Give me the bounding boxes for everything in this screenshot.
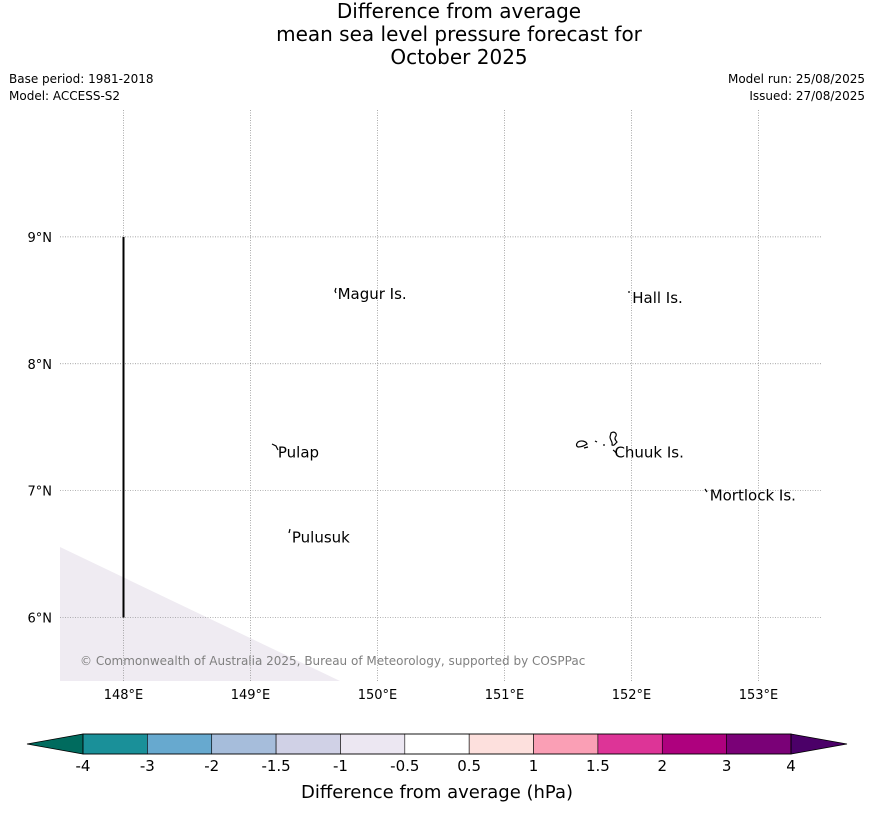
place-label: Pulusuk xyxy=(292,529,350,547)
colorbar-under-arrow xyxy=(26,733,84,755)
colorbar-label: Difference from average (hPa) xyxy=(301,782,573,803)
lon-tick-label: 153°E xyxy=(739,688,779,703)
colorbar-tick-label: 0.5 xyxy=(457,757,481,775)
colorbar-bin xyxy=(404,733,470,755)
colorbar-tick-label: 2 xyxy=(657,757,667,775)
colorbar-tick-label: -1.5 xyxy=(261,757,290,775)
shaded-region xyxy=(60,547,340,681)
issued-text: Issued: 27/08/2025 xyxy=(749,89,865,103)
pulap-island-shape xyxy=(271,443,279,451)
lat-tick-label: 6°N xyxy=(28,612,53,627)
colorbar-tick-label: -3 xyxy=(140,757,155,775)
colorbar-tick-label: -1 xyxy=(333,757,348,775)
lat-tick-label: 9°N xyxy=(28,231,53,246)
axis-tick-labels: 148°E 149°E 150°E 151°E 152°E 153°E 9°N 8°N 7°N 6… xyxy=(28,231,779,703)
gridlines xyxy=(60,110,822,681)
colorbar-tick-label: -2 xyxy=(204,757,219,775)
pulusuk-island-shape xyxy=(288,528,291,534)
place-label: Magur Is. xyxy=(338,285,407,303)
colorbar-tick-label: 1 xyxy=(529,757,539,775)
colorbar-tick-label: 4 xyxy=(786,757,796,775)
lat-tick-label: 7°N xyxy=(28,485,53,500)
colorbar-bin xyxy=(340,733,406,755)
map-title: Difference from average mean sea level p… xyxy=(0,0,873,69)
lon-tick-label: 151°E xyxy=(485,688,525,703)
colorbar-bin xyxy=(597,733,663,755)
lon-tick-label: 148°E xyxy=(104,688,144,703)
colorbar-tick-labels: -4 -3 -2 -1.5 -1 -0.5 0.5 1 1.5 2 3 4 xyxy=(76,757,796,775)
colorbar-tick-label: -4 xyxy=(76,757,91,775)
colorbar-bin xyxy=(275,733,341,755)
place-label: Hall Is. xyxy=(632,289,683,307)
place-labels: Magur Is. Hall Is. Pulap Chuuk Is. Mortlock … xyxy=(278,285,796,547)
colorbar-bin xyxy=(661,733,727,755)
colorbar-bin xyxy=(82,733,148,755)
colorbar-frame xyxy=(82,733,792,755)
model-run-text: Model run: 25/08/2025 xyxy=(727,72,865,86)
title-line-1: Difference from average xyxy=(336,0,582,23)
colorbar-bin xyxy=(211,733,277,755)
colorbar-bin xyxy=(147,733,213,755)
lon-tick-label: 149°E xyxy=(231,688,271,703)
meta-right: Model run: 25/08/2025 Issued: 27/08/2025 xyxy=(728,71,865,105)
lon-tick-label: 152°E xyxy=(612,688,652,703)
colorbar-bins xyxy=(82,733,792,755)
base-period-text: Base period: 1981-2018 xyxy=(9,72,154,86)
lon-tick-label: 150°E xyxy=(358,688,398,703)
colorbar-over-arrow xyxy=(790,733,848,755)
lat-tick-label: 8°N xyxy=(28,358,53,373)
colorbar: -4 -3 -2 -1.5 -1 -0.5 0.5 1 1.5 2 3 4 Difference fr… xyxy=(26,733,848,803)
colorbar-bin xyxy=(468,733,534,755)
colorbar-bin xyxy=(726,733,792,755)
model-text: Model: ACCESS-S2 xyxy=(9,89,121,103)
island-markers xyxy=(271,287,708,534)
chuuk-lagoon-shape xyxy=(575,431,618,455)
colorbar-tick-label: -0.5 xyxy=(390,757,419,775)
copyright-text: © Commonwealth of Australia 2025, Bureau… xyxy=(80,654,585,668)
title-line-2: mean sea level pressure forecast for xyxy=(276,22,642,46)
place-label: Mortlock Is. xyxy=(710,487,796,505)
title-line-3: October 2025 xyxy=(390,45,528,69)
colorbar-bin xyxy=(533,733,599,755)
magur-island-shape xyxy=(334,287,337,294)
colorbar-tick-label: 1.5 xyxy=(586,757,610,775)
place-label: Chuuk Is. xyxy=(614,444,683,462)
mortlock-island-shape xyxy=(704,488,708,493)
meta-left: Base period: 1981-2018 Model: ACCESS-S2 xyxy=(9,71,154,105)
colorbar-tick-label: 3 xyxy=(722,757,732,775)
place-label: Pulap xyxy=(278,444,319,462)
